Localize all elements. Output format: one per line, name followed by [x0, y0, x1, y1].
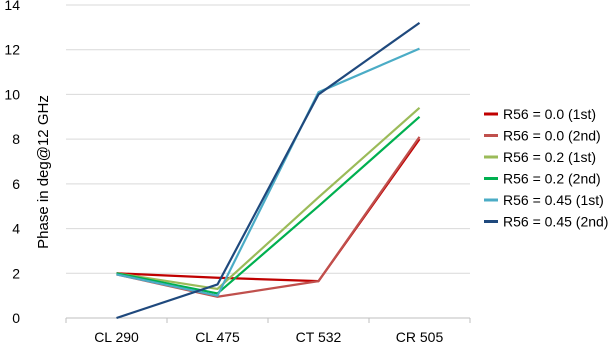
legend: R56 = 0.0 (1st) R56 = 0.0 (2nd) R56 = 0.2 … [484, 106, 608, 230]
series-line-6 [116, 21, 421, 320]
series-line-1 [116, 138, 421, 283]
legend-label: R56 = 0.2 (1st) [503, 149, 596, 165]
x-tick-label: CL 290 [94, 329, 139, 345]
series-line-3 [116, 107, 421, 291]
legend-label: R56 = 0.0 (2nd) [503, 128, 601, 144]
series-line-4 [116, 115, 421, 295]
series-lines [116, 21, 421, 320]
gridlines [66, 4, 470, 274]
legend-label: R56 = 0.2 (2nd) [503, 171, 601, 187]
y-tick-label: 0 [12, 310, 20, 326]
y-tick-label: 10 [4, 86, 20, 102]
y-tick-label: 6 [12, 176, 20, 192]
series-line-2 [116, 136, 421, 298]
x-tick-label: CT 532 [296, 329, 342, 345]
y-tick-label: 14 [4, 0, 20, 13]
x-tick-label: CR 505 [396, 329, 444, 345]
y-tick-label: 4 [12, 221, 20, 237]
legend-label: R56 = 0.0 (1st) [503, 106, 596, 122]
series-line-5 [116, 47, 420, 297]
legend-label: R56 = 0.45 (2nd) [503, 214, 608, 230]
y-tick-label: 2 [12, 265, 20, 281]
y-axis-ticks: 0 2 4 6 8 10 12 14 [4, 0, 20, 326]
x-axis-ticks: CL 290 CL 475 CT 532 CR 505 [94, 329, 443, 345]
x-axis [65, 317, 471, 323]
y-axis-label: Phase in deg@12 GHz [35, 95, 52, 249]
y-tick-label: 12 [4, 42, 20, 58]
y-tick-label: 8 [12, 131, 20, 147]
x-tick-label: CL 475 [195, 329, 240, 345]
legend-label: R56 = 0.45 (1st) [503, 192, 604, 208]
